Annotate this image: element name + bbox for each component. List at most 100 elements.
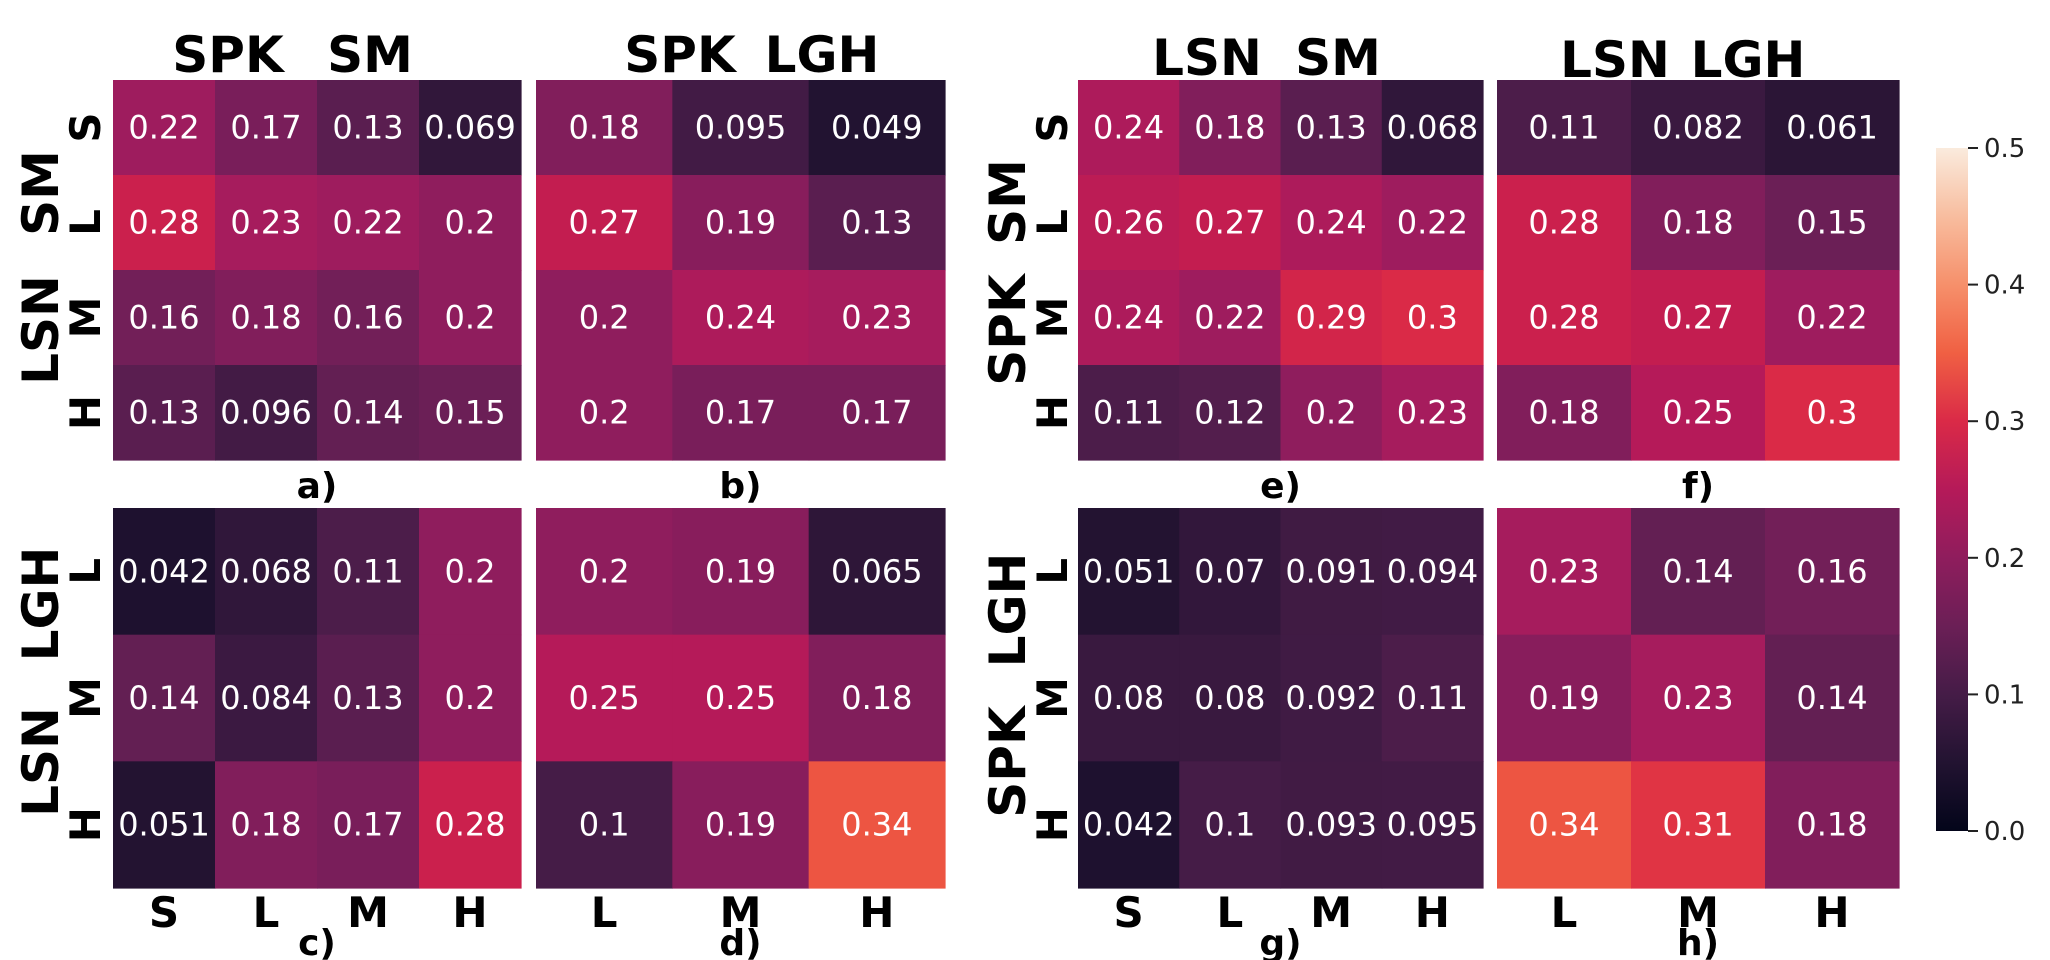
column-tick-label: M bbox=[720, 888, 762, 937]
cell-value-label: 0.31 bbox=[1662, 806, 1733, 844]
cell-value-label: 0.13 bbox=[332, 679, 403, 717]
cell-value-label: 0.17 bbox=[230, 109, 301, 147]
heatmap-cell bbox=[1280, 80, 1383, 176]
cell-value-label: 0.19 bbox=[705, 806, 776, 844]
cell-value-label: 0.28 bbox=[1528, 299, 1599, 337]
cell-value-label: 0.11 bbox=[1528, 109, 1599, 147]
cell-value-label: 0.22 bbox=[332, 204, 403, 242]
cell-value-label: 0.042 bbox=[1083, 806, 1175, 844]
heatmap-cell bbox=[1179, 365, 1282, 461]
column-tick-label: H bbox=[1415, 888, 1450, 937]
cell-value-label: 0.18 bbox=[1796, 806, 1867, 844]
heatmap-cell bbox=[1631, 634, 1766, 762]
heatmap-cell bbox=[1078, 508, 1180, 636]
cell-value-label: 0.08 bbox=[1093, 679, 1164, 717]
panel-label: c) bbox=[298, 923, 336, 960]
row-tick-label: L bbox=[1028, 209, 1077, 236]
heatmap-cell bbox=[419, 175, 522, 271]
row-tick-label: H bbox=[61, 395, 110, 430]
side-group-label: SPK bbox=[979, 272, 1037, 386]
cell-value-label: 0.042 bbox=[118, 552, 210, 590]
heatmap-cell bbox=[1631, 508, 1766, 636]
column-tick-label: M bbox=[347, 888, 389, 937]
cell-value-label: 0.061 bbox=[1786, 109, 1878, 147]
heatmap-cell bbox=[1179, 761, 1282, 889]
heatmap-cell bbox=[1497, 634, 1632, 762]
cell-value-label: 0.16 bbox=[128, 299, 199, 337]
heatmap-cell bbox=[419, 761, 522, 889]
heatmap-cell bbox=[113, 175, 216, 271]
heatmap-cell bbox=[1280, 634, 1383, 762]
heatmap-cell bbox=[672, 365, 810, 461]
heatmap-cell bbox=[672, 80, 810, 176]
cell-value-label: 0.16 bbox=[1796, 552, 1867, 590]
column-tick-label: L bbox=[253, 888, 280, 937]
cell-value-label: 0.093 bbox=[1285, 806, 1377, 844]
cell-value-label: 0.23 bbox=[1662, 679, 1733, 717]
row-tick-label: M bbox=[1028, 677, 1077, 719]
cell-value-label: 0.13 bbox=[332, 109, 403, 147]
cell-value-label: 0.23 bbox=[841, 299, 912, 337]
cell-value-label: 0.2 bbox=[579, 299, 630, 337]
cell-value-label: 0.1 bbox=[579, 806, 630, 844]
column-tick-label: L bbox=[1551, 888, 1578, 937]
cell-value-label: 0.051 bbox=[118, 806, 210, 844]
cell-value-label: 0.22 bbox=[128, 109, 199, 147]
panel-label: d) bbox=[719, 923, 761, 960]
column-tick-label: H bbox=[859, 888, 894, 937]
heatmap-cell bbox=[1497, 508, 1632, 636]
cell-value-label: 0.19 bbox=[705, 204, 776, 242]
row-tick-label: M bbox=[1028, 297, 1077, 339]
cell-value-label: 0.18 bbox=[230, 806, 301, 844]
heatmap-cell bbox=[215, 80, 318, 176]
row-tick-label: S bbox=[61, 112, 110, 142]
panel-label: a) bbox=[297, 466, 338, 507]
cell-value-label: 0.28 bbox=[1528, 204, 1599, 242]
cell-value-label: 0.2 bbox=[445, 299, 496, 337]
heatmap-cell bbox=[1631, 80, 1766, 176]
cell-value-label: 0.25 bbox=[705, 679, 776, 717]
heatmap-cell bbox=[1765, 365, 1900, 461]
cell-value-label: 0.22 bbox=[1397, 204, 1468, 242]
cell-value-label: 0.17 bbox=[705, 394, 776, 432]
heatmap-cell bbox=[1078, 175, 1180, 271]
cell-value-label: 0.24 bbox=[1093, 109, 1164, 147]
heatmap-cell bbox=[808, 508, 946, 636]
cell-value-label: 0.07 bbox=[1194, 552, 1265, 590]
cell-value-label: 0.18 bbox=[1194, 109, 1265, 147]
cell-value-label: 0.082 bbox=[1652, 109, 1744, 147]
heatmap-cell bbox=[215, 365, 318, 461]
heatmap-cell bbox=[1631, 270, 1766, 366]
cell-value-label: 0.11 bbox=[1397, 679, 1468, 717]
row-tick-label: L bbox=[61, 558, 110, 585]
cell-value-label: 0.19 bbox=[1528, 679, 1599, 717]
cell-value-label: 0.14 bbox=[1796, 679, 1867, 717]
heatmap-cell bbox=[672, 634, 810, 762]
heatmap-cell bbox=[536, 634, 673, 762]
side-group-label: LSN bbox=[12, 707, 70, 817]
colorbar-tick-label: 0.5 bbox=[1984, 134, 2025, 164]
heatmap-cell bbox=[672, 270, 810, 366]
cell-value-label: 0.34 bbox=[1528, 806, 1599, 844]
top-group-label: LGH bbox=[765, 26, 880, 84]
heatmap-cell bbox=[1179, 175, 1282, 271]
heatmap-cell bbox=[1765, 270, 1900, 366]
top-group-label: LGH bbox=[1691, 31, 1806, 89]
panel-label: f) bbox=[1682, 466, 1714, 507]
heatmap-cell bbox=[215, 634, 318, 762]
heatmap-cell bbox=[419, 634, 522, 762]
cell-value-label: 0.17 bbox=[841, 394, 912, 432]
heatmap-cell bbox=[808, 634, 946, 762]
heatmap-cell bbox=[808, 80, 946, 176]
heatmap-cell bbox=[1765, 634, 1900, 762]
heatmap-cell bbox=[215, 175, 318, 271]
cell-value-label: 0.13 bbox=[841, 204, 912, 242]
heatmap-cell bbox=[317, 270, 420, 366]
column-tick-label: L bbox=[591, 888, 618, 937]
heatmap-cell bbox=[808, 761, 946, 889]
top-group-label: SM bbox=[327, 26, 413, 84]
heatmap-cell bbox=[419, 365, 522, 461]
cell-value-label: 0.094 bbox=[1387, 552, 1479, 590]
cell-value-label: 0.084 bbox=[220, 679, 312, 717]
